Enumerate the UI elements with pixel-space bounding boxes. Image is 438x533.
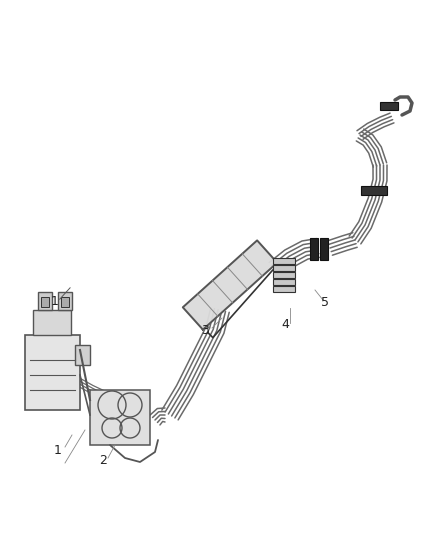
Text: 1: 1	[54, 443, 62, 456]
Text: 5: 5	[321, 295, 329, 309]
Bar	[58, 292, 72, 310]
Bar	[33, 310, 71, 335]
Bar	[38, 292, 52, 310]
Bar	[273, 286, 295, 292]
Text: 4: 4	[281, 319, 289, 332]
Bar	[25, 335, 80, 410]
Text: 3: 3	[201, 324, 209, 336]
Bar	[361, 186, 387, 195]
Bar	[273, 265, 295, 271]
Bar	[310, 238, 318, 260]
Bar	[273, 279, 295, 285]
Bar	[75, 345, 90, 365]
Bar	[273, 272, 295, 278]
Bar	[380, 102, 398, 110]
Bar	[41, 297, 49, 307]
Polygon shape	[183, 240, 277, 329]
Bar	[320, 238, 328, 260]
Bar	[273, 258, 295, 264]
Text: 2: 2	[99, 454, 107, 466]
Bar	[61, 297, 69, 307]
Text: 1: 1	[51, 295, 59, 308]
Bar	[90, 390, 150, 445]
